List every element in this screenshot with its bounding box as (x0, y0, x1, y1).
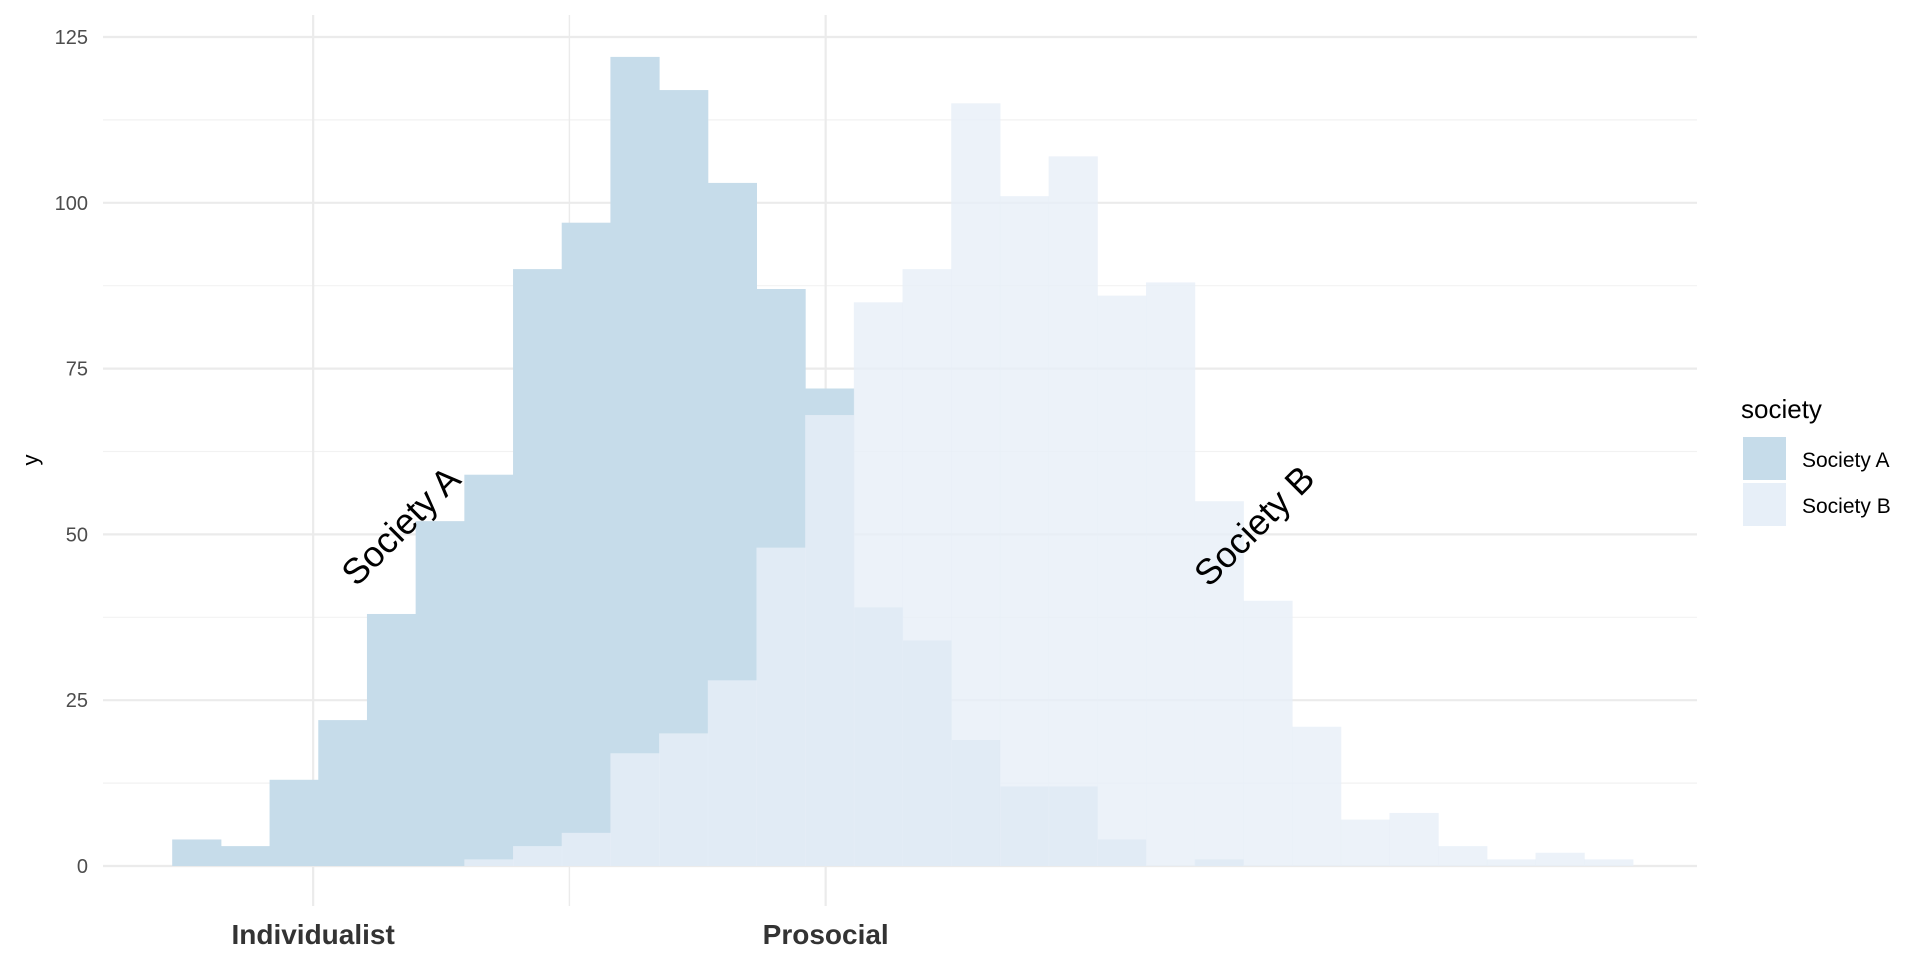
bar-society-b (707, 680, 757, 866)
legend-key-society-a (1743, 437, 1786, 480)
x-tick-label: Prosocial (763, 919, 889, 950)
x-axis-ticks: Individualist Prosocial (231, 919, 888, 950)
y-tick-label: 50 (66, 524, 88, 546)
bar-society-b (805, 415, 855, 866)
bar-society-b (1340, 819, 1390, 866)
bar-society-b (1243, 600, 1293, 866)
legend: society Society A Society B (1741, 394, 1891, 526)
bar-society-b (902, 269, 952, 866)
y-tick-label: 0 (77, 856, 88, 878)
y-axis-ticks: 0 25 50 75 100 125 (55, 27, 88, 878)
bar-society-a (415, 521, 465, 866)
y-tick-label: 25 (66, 690, 88, 712)
bar-society-a (220, 846, 271, 866)
bar-society-a (464, 474, 514, 866)
bar-society-b (1389, 812, 1439, 866)
bar-society-b (1438, 846, 1488, 866)
legend-key-society-b (1743, 483, 1786, 526)
bar-society-a (366, 613, 417, 866)
bar-society-b (756, 547, 806, 866)
bar-society-a (318, 720, 368, 866)
bar-society-b (1048, 156, 1098, 867)
bar-society-a (561, 222, 611, 867)
bar-society-b (1194, 501, 1244, 866)
bar-society-b (659, 733, 709, 866)
bar-society-a (513, 269, 563, 866)
series-society-b-bars (464, 103, 1634, 867)
bar-society-b (464, 859, 514, 866)
y-axis-label: y (18, 455, 43, 466)
x-tick-label: Individualist (231, 919, 394, 950)
bar-society-b (1584, 859, 1634, 866)
bar-society-b (513, 846, 563, 866)
bar-society-b (1097, 295, 1147, 866)
legend-title: society (1741, 394, 1822, 424)
y-tick-label: 125 (55, 27, 88, 49)
bar-society-b (999, 196, 1050, 867)
legend-label-society-a: Society A (1802, 449, 1890, 472)
y-tick-label: 75 (66, 359, 88, 381)
bar-society-a (172, 839, 222, 866)
bar-society-b (1486, 859, 1537, 866)
bar-society-a (610, 56, 660, 867)
bar-society-b (1292, 726, 1342, 866)
bar-society-b (951, 103, 1001, 866)
bar-society-b (853, 302, 904, 866)
bar-society-b (610, 753, 660, 866)
legend-label-society-b: Society B (1802, 495, 1891, 518)
bar-society-a (269, 779, 319, 866)
bar-society-b (1535, 852, 1585, 866)
bar-society-b (561, 832, 611, 866)
y-tick-label: 100 (55, 193, 88, 215)
bar-society-b (1146, 282, 1196, 866)
